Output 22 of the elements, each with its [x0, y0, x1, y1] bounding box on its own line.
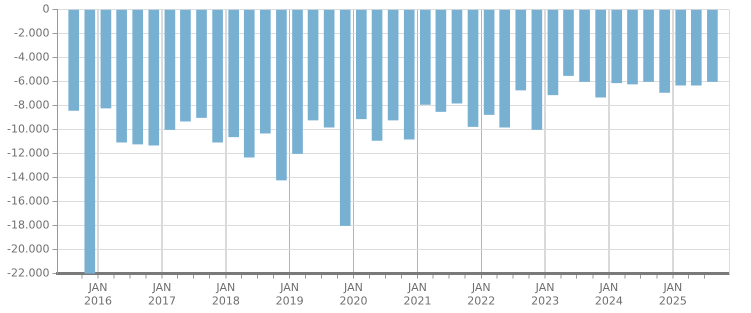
y-tick-label: -14.000 — [6, 170, 50, 184]
x-tick-label: JAN 2018 — [212, 281, 240, 308]
x-tick-label: JAN 2024 — [594, 281, 623, 308]
y-tick-label: -4.000 — [14, 50, 50, 64]
x-tick-label: JAN 2023 — [531, 281, 560, 308]
x-tick-label: JAN 2021 — [403, 281, 432, 308]
y-tick-label: -18.000 — [6, 218, 50, 232]
x-tick-label: JAN 2022 — [467, 281, 496, 308]
x-tick-label: JAN 2016 — [84, 281, 112, 308]
y-tick-label: 0 — [42, 2, 50, 16]
y-tick-label: -2.000 — [14, 26, 50, 40]
y-tick-label: -12.000 — [6, 146, 50, 160]
y-tick-label: -10.000 — [6, 122, 50, 136]
y-tick-label: -6.000 — [14, 74, 50, 88]
y-tick-label: -20.000 — [6, 242, 50, 256]
x-tick-label: JAN 2017 — [148, 281, 176, 308]
y-tick-label: -8.000 — [14, 98, 50, 112]
x-tick-label: JAN 2020 — [339, 281, 368, 308]
y-tick-label: -22.000 — [6, 266, 50, 280]
x-tick-label: JAN 2025 — [658, 281, 687, 308]
x-tick-label: JAN 2019 — [276, 281, 304, 308]
y-tick-label: -16.000 — [6, 194, 50, 208]
